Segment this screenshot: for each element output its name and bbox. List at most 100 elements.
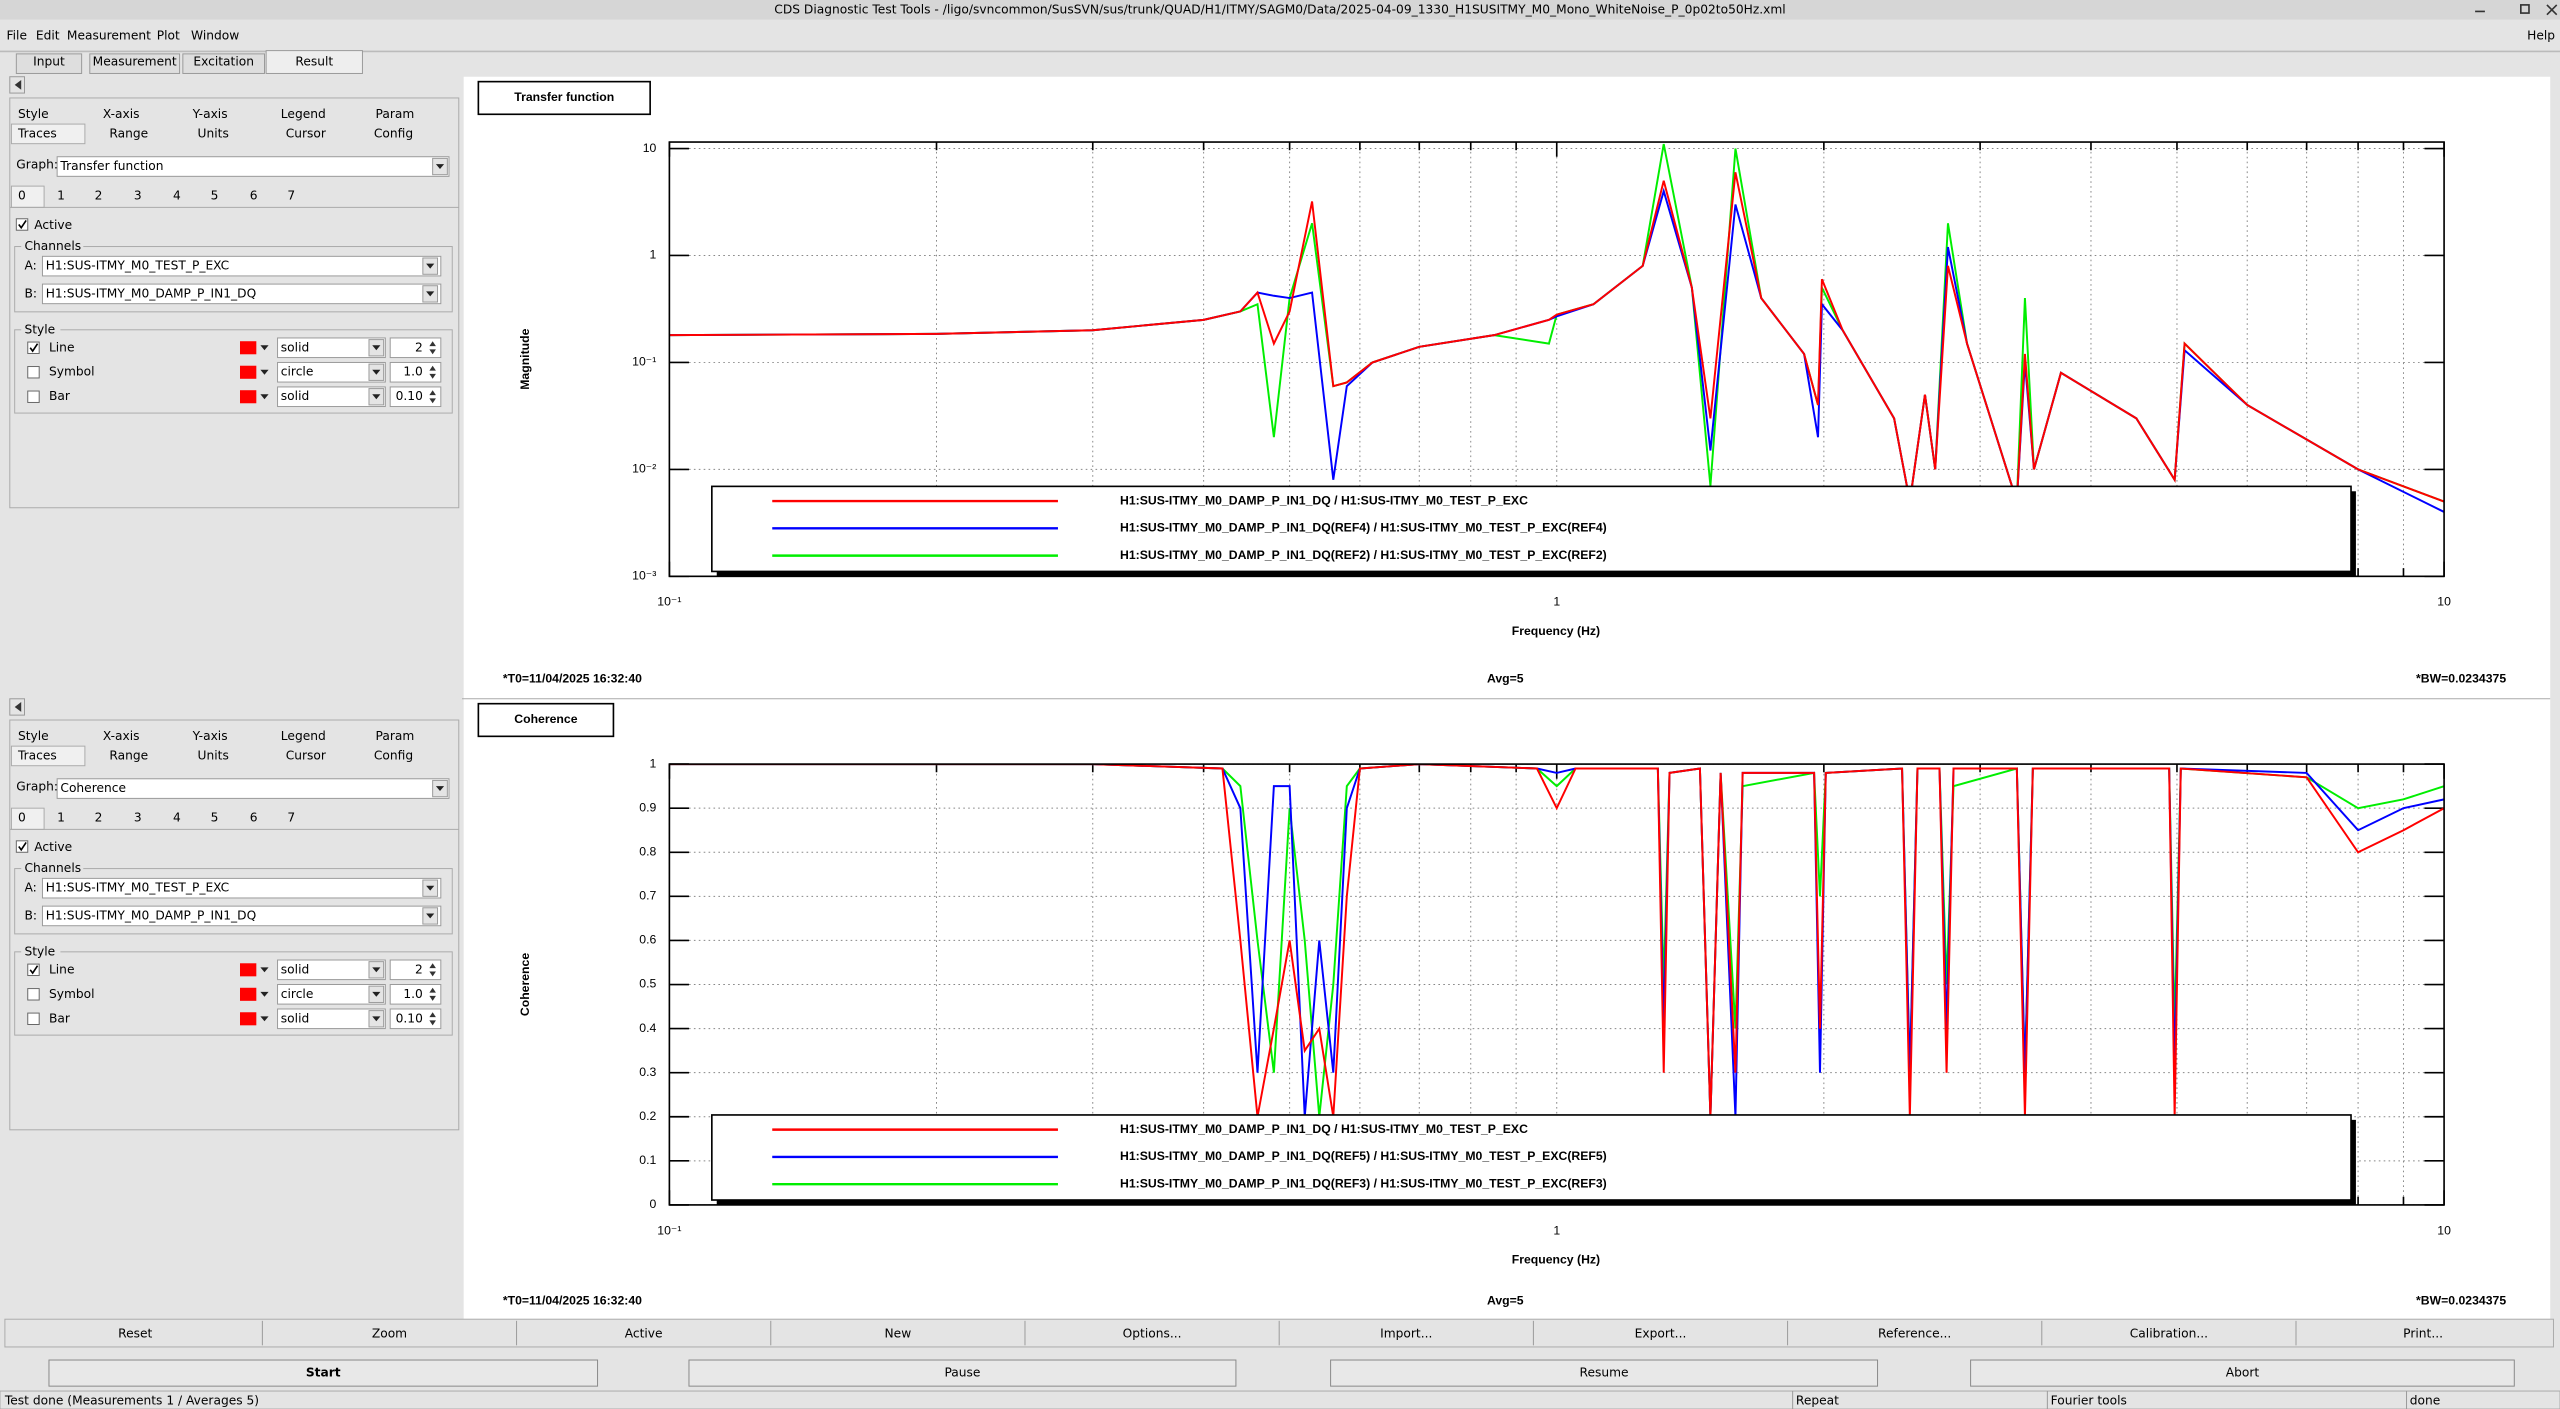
button[interactable] xyxy=(518,1320,770,1346)
trace-tab[interactable]: 2 xyxy=(95,810,103,824)
button-label[interactable]: Export... xyxy=(1635,1326,1687,1340)
channel-select[interactable] xyxy=(41,877,442,899)
trace-tab[interactable]: 1 xyxy=(57,810,65,824)
run-button-label[interactable]: Resume xyxy=(1580,1366,1629,1380)
run-button[interactable] xyxy=(48,1359,599,1387)
option-tab[interactable]: Config xyxy=(374,126,413,140)
menu-item[interactable]: Measurement xyxy=(67,28,151,42)
trace-tab-selected[interactable] xyxy=(10,185,45,208)
active-checkbox[interactable] xyxy=(15,840,29,853)
trace-tab[interactable]: 6 xyxy=(250,810,258,824)
style-checkbox[interactable] xyxy=(27,366,40,379)
run-button-label[interactable]: Start xyxy=(306,1366,341,1380)
option-tab[interactable]: Style xyxy=(18,729,49,743)
channel-select[interactable] xyxy=(41,255,442,277)
tab-label[interactable]: Result xyxy=(295,55,333,69)
style-select[interactable] xyxy=(277,984,386,1005)
run-button-label[interactable]: Pause xyxy=(944,1366,980,1380)
tab-label[interactable]: Measurement xyxy=(93,55,177,69)
trace-tab[interactable]: 0 xyxy=(18,188,26,202)
option-tab[interactable]: Range xyxy=(109,126,148,140)
run-button[interactable] xyxy=(1330,1359,1879,1387)
active-checkbox[interactable] xyxy=(15,218,29,231)
menu-item[interactable]: Edit xyxy=(36,28,60,42)
style-checkbox[interactable] xyxy=(27,390,40,403)
option-tab[interactable]: Y-axis xyxy=(192,107,228,121)
run-button[interactable] xyxy=(688,1359,1237,1387)
button[interactable] xyxy=(9,1320,261,1346)
option-tab[interactable]: Legend xyxy=(281,107,326,121)
color-swatch[interactable] xyxy=(240,1012,257,1026)
trace-tab[interactable]: 3 xyxy=(134,188,142,202)
size-spin[interactable] xyxy=(389,959,442,981)
option-tab[interactable]: Cursor xyxy=(286,126,327,140)
option-tab[interactable]: Cursor xyxy=(286,748,327,762)
option-tab[interactable]: Range xyxy=(109,748,148,762)
button-label[interactable]: Active xyxy=(625,1326,663,1340)
button-label[interactable]: Print... xyxy=(2403,1326,2443,1340)
trace-tab[interactable]: 7 xyxy=(287,188,295,202)
menu-item[interactable]: Plot xyxy=(157,28,180,42)
option-tab[interactable]: Y-axis xyxy=(192,729,228,743)
option-tab[interactable]: X-axis xyxy=(103,107,140,121)
color-swatch[interactable] xyxy=(240,963,257,977)
trace-tab[interactable]: 5 xyxy=(211,810,219,824)
tab-selected[interactable] xyxy=(10,123,86,145)
graph-select[interactable] xyxy=(56,156,450,177)
button-label[interactable]: Import... xyxy=(1380,1326,1432,1340)
trace-tab-selected[interactable] xyxy=(10,807,45,830)
button-label[interactable]: Options... xyxy=(1123,1326,1182,1340)
trace-tab[interactable]: 4 xyxy=(173,810,181,824)
option-tab[interactable]: Config xyxy=(374,748,413,762)
trace-tab[interactable]: 6 xyxy=(250,188,258,202)
trace-tab[interactable]: 0 xyxy=(18,810,26,824)
size-spin[interactable] xyxy=(389,361,442,383)
trace-tab[interactable]: 7 xyxy=(287,810,295,824)
style-select[interactable] xyxy=(277,337,386,359)
button-label[interactable]: Reference... xyxy=(1878,1326,1951,1340)
color-swatch[interactable] xyxy=(240,341,257,355)
color-swatch[interactable] xyxy=(240,390,257,404)
button[interactable] xyxy=(1535,1320,1786,1346)
tab-label[interactable]: Input xyxy=(33,55,65,69)
style-select[interactable] xyxy=(277,361,386,383)
style-checkbox[interactable] xyxy=(27,963,40,977)
size-spin[interactable] xyxy=(389,337,442,359)
button-label[interactable]: Reset xyxy=(118,1326,152,1340)
option-tab[interactable]: Param xyxy=(376,107,415,121)
channel-select[interactable] xyxy=(41,283,442,305)
trace-tab[interactable]: 4 xyxy=(173,188,181,202)
size-spin[interactable] xyxy=(389,386,442,408)
button[interactable] xyxy=(264,1320,515,1346)
button-label[interactable]: Zoom xyxy=(372,1326,407,1340)
option-tab[interactable]: Style xyxy=(18,107,49,121)
tab[interactable] xyxy=(182,53,265,74)
size-spin[interactable] xyxy=(389,1008,442,1030)
trace-tab[interactable]: 2 xyxy=(95,188,103,202)
color-swatch[interactable] xyxy=(240,365,257,379)
trace-tab[interactable]: 1 xyxy=(57,188,65,202)
button-label[interactable]: Calibration... xyxy=(2130,1326,2208,1340)
trace-tab[interactable]: 5 xyxy=(211,188,219,202)
style-checkbox[interactable] xyxy=(27,341,40,354)
color-swatch[interactable] xyxy=(240,987,257,1001)
option-tab[interactable]: Units xyxy=(198,748,229,762)
button-label[interactable]: New xyxy=(885,1326,912,1340)
menu-item[interactable]: Help xyxy=(2527,28,2555,42)
style-select[interactable] xyxy=(277,959,386,981)
tab[interactable] xyxy=(89,53,181,74)
run-button-label[interactable]: Abort xyxy=(2226,1366,2260,1380)
button[interactable] xyxy=(2297,1320,2549,1346)
option-tab[interactable]: X-axis xyxy=(103,729,140,743)
window-controls[interactable] xyxy=(2475,4,2558,16)
button[interactable] xyxy=(1026,1320,1278,1346)
button[interactable] xyxy=(1789,1320,2041,1346)
trace-tab[interactable]: 3 xyxy=(134,810,142,824)
style-checkbox[interactable] xyxy=(27,988,40,1001)
style-checkbox[interactable] xyxy=(27,1012,40,1025)
channel-select[interactable] xyxy=(41,905,442,927)
option-tab[interactable]: Traces xyxy=(17,126,57,140)
button[interactable] xyxy=(2043,1320,2295,1346)
menu-item[interactable]: File xyxy=(7,28,27,42)
button[interactable] xyxy=(772,1320,1024,1346)
